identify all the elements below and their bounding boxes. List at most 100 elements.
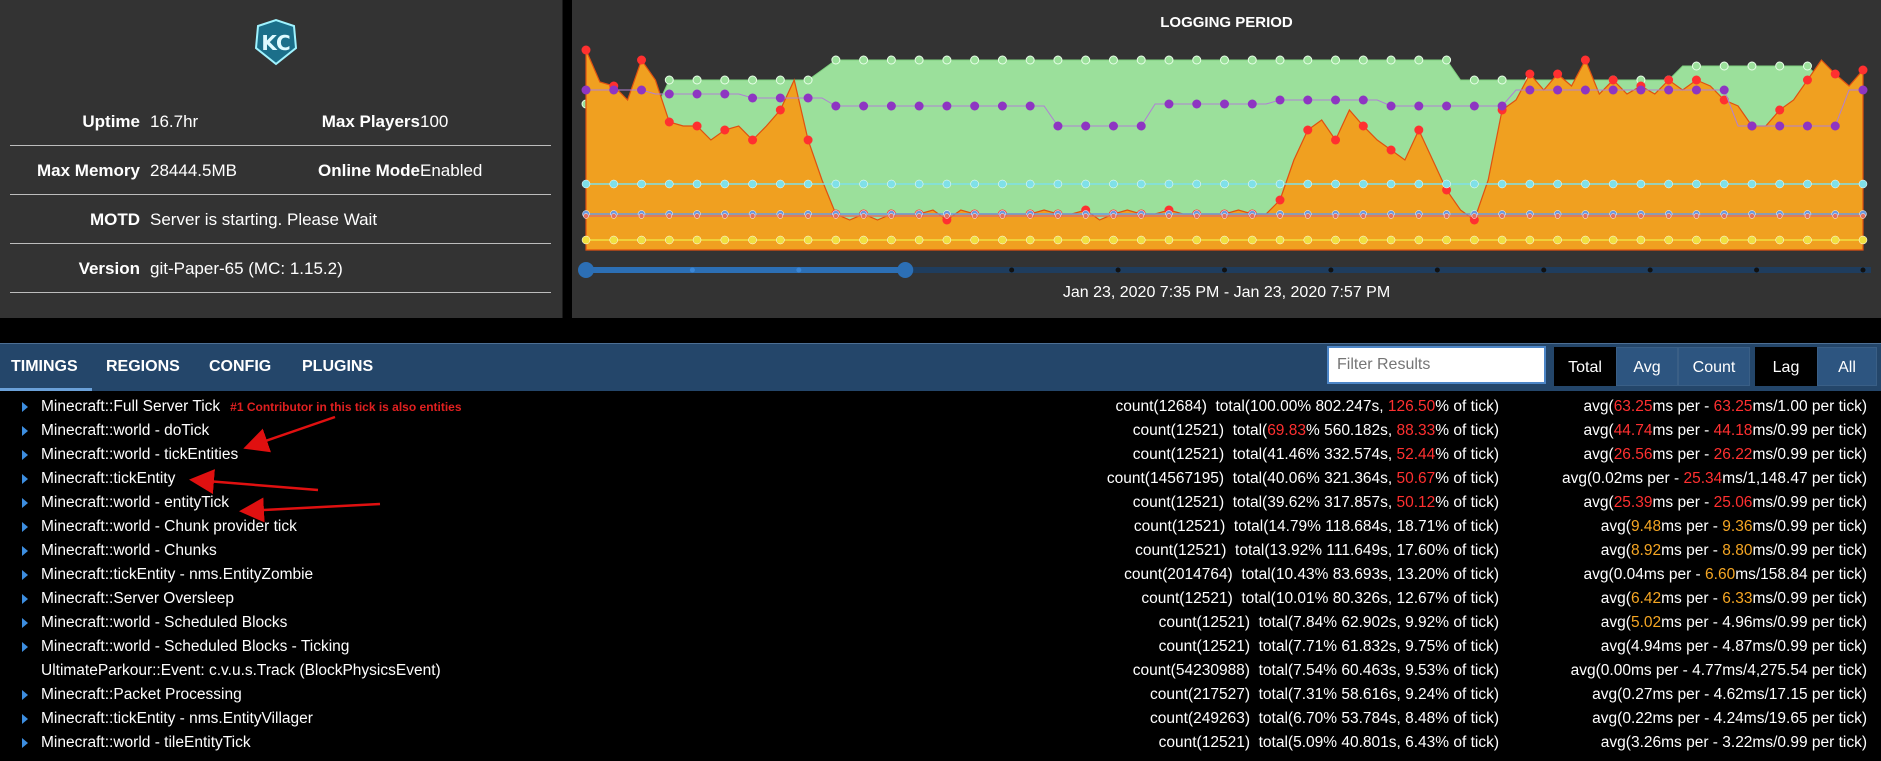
timing-name[interactable]: Minecraft::world - Chunks	[41, 542, 217, 560]
yellow-line-point	[1692, 235, 1701, 245]
range-slider-end-handle[interactable]	[897, 262, 914, 278]
expand-arrow-icon[interactable]	[22, 642, 28, 652]
table-row[interactable]: Minecraft::tickEntity - nms.EntityZombie…	[0, 563, 1881, 587]
expand-arrow-icon[interactable]	[22, 426, 28, 436]
timing-name[interactable]: UltimateParkour::Event: c.v.u.s.Track (B…	[41, 662, 441, 680]
slider-tick	[1860, 267, 1866, 273]
timing-name[interactable]: Minecraft::world - Chunk provider tick	[41, 518, 297, 536]
green-point	[1469, 75, 1479, 85]
tab-timings[interactable]: TIMINGS	[11, 358, 78, 375]
cyan-line-point	[1470, 179, 1479, 189]
timing-name[interactable]: Minecraft::world - entityTick	[41, 494, 229, 512]
purple-point	[1358, 95, 1368, 105]
red-line-point	[1860, 213, 1866, 219]
sort-avg-button[interactable]: Avg	[1616, 347, 1678, 386]
expand-arrow-icon[interactable]	[22, 498, 28, 508]
green-point	[748, 75, 758, 85]
cyan-line-point	[1525, 179, 1535, 189]
expand-arrow-icon[interactable]	[22, 546, 28, 556]
table-row[interactable]: Minecraft::Packet Processing count(217527…	[0, 683, 1881, 707]
red-line-point	[999, 213, 1006, 219]
view-lag-button[interactable]: Lag	[1755, 347, 1817, 386]
timing-name[interactable]: Minecraft::tickEntity	[41, 470, 175, 488]
table-row[interactable]: Minecraft::world - Scheduled Blocks count…	[0, 611, 1881, 635]
avg-cell: avg(4.94ms per - 4.87ms/0.99 per tick)	[1601, 638, 1867, 656]
count-total-cell: count(12521) total(7.84% 62.902s, 9.92% …	[1159, 614, 1499, 632]
purple-point	[664, 89, 674, 99]
cyan-line-point	[692, 179, 702, 189]
table-row[interactable]: Minecraft::world - doTick count(12521) to…	[0, 419, 1881, 443]
sort-count-button[interactable]: Count	[1678, 347, 1750, 386]
count-value: count(12521)	[1158, 734, 1250, 751]
purple-point	[831, 101, 841, 111]
table-row[interactable]: Minecraft::world - Chunk provider tick co…	[0, 515, 1881, 539]
expand-arrow-icon[interactable]	[22, 618, 28, 628]
logging-chart[interactable]	[572, 0, 1881, 318]
yellow-line-point	[1719, 235, 1729, 245]
table-row[interactable]: Minecraft::Server Oversleep count(12521) …	[0, 587, 1881, 611]
timing-name[interactable]: Minecraft::Full Server Tick #1 Contributo…	[41, 398, 462, 416]
range-slider-start-handle[interactable]	[578, 262, 594, 278]
expand-arrow-icon[interactable]	[22, 570, 28, 580]
expand-arrow-icon[interactable]	[22, 402, 28, 412]
view-all-button[interactable]: All	[1817, 347, 1877, 386]
expand-arrow-icon[interactable]	[22, 522, 28, 532]
timing-name-text: Minecraft::world - Scheduled Blocks	[41, 614, 288, 631]
timing-name[interactable]: Minecraft::world - Scheduled Blocks	[41, 614, 287, 632]
green-point	[970, 55, 980, 65]
table-row[interactable]: Minecraft::Full Server Tick #1 Contributo…	[0, 395, 1881, 419]
red-line-point	[1332, 213, 1339, 219]
timing-name[interactable]: Minecraft::Packet Processing	[41, 686, 242, 704]
info-row-uptime: Uptime 16.7hr Max Players 100	[10, 97, 551, 146]
purple-point	[997, 101, 1007, 111]
cyan-line-point	[1747, 179, 1757, 189]
expand-arrow-icon[interactable]	[22, 714, 28, 724]
table-row[interactable]: Minecraft::tickEntity count(14567195) tot…	[0, 467, 1881, 491]
red-line-point	[1305, 213, 1311, 219]
table-row[interactable]: Minecraft::world - tickEntities count(125…	[0, 443, 1881, 467]
sort-total-button[interactable]: Total	[1554, 347, 1616, 386]
timing-name[interactable]: Minecraft::world - doTick	[41, 422, 209, 440]
purple-point	[1081, 121, 1091, 131]
tab-plugins[interactable]: PLUGINS	[302, 358, 374, 375]
timing-name[interactable]: Minecraft::world - tickEntities	[41, 446, 238, 464]
highlight-value: 9.48	[1630, 518, 1662, 535]
tab-config[interactable]: CONFIG	[209, 358, 272, 375]
table-row[interactable]: Minecraft::world - entityTick count(12521…	[0, 491, 1881, 515]
expand-arrow-icon[interactable]	[22, 690, 28, 700]
purple-point	[1858, 85, 1868, 95]
table-row[interactable]: UltimateParkour::Event: c.v.u.s.Track (B…	[0, 659, 1881, 683]
red-line-point	[971, 213, 978, 219]
timing-name[interactable]: Minecraft::world - tileEntityTick	[41, 734, 251, 752]
red-line-point	[1082, 213, 1089, 219]
yellow-line-point	[1442, 235, 1451, 245]
timing-name-text: UltimateParkour::Event: c.v.u.s.Track (B…	[41, 662, 441, 679]
text-part: avg(4.94ms per - 4.87ms/0.99 per tick)	[1600, 638, 1867, 655]
table-row[interactable]: Minecraft::world - Scheduled Blocks - Ti…	[0, 635, 1881, 659]
yellow-line-point	[803, 235, 813, 245]
table-row[interactable]: Minecraft::tickEntity - nms.EntityVillag…	[0, 707, 1881, 731]
table-row[interactable]: Minecraft::world - Chunks count(12521) to…	[0, 539, 1881, 563]
text-part: total(7.54% 60.463s, 9.53% of tick)	[1258, 662, 1499, 679]
purple-point	[1719, 85, 1729, 95]
expand-arrow-icon[interactable]	[22, 474, 28, 484]
text-part: total(40.06% 321.364s,	[1232, 470, 1397, 487]
orange-point	[664, 117, 674, 127]
timing-name[interactable]: Minecraft::Server Oversleep	[41, 590, 234, 608]
purple-point	[942, 101, 952, 111]
tab-regions[interactable]: REGIONS	[106, 358, 180, 375]
green-point	[942, 55, 952, 65]
table-row[interactable]: Minecraft::world - tileEntityTick count(1…	[0, 731, 1881, 755]
filter-results-input[interactable]	[1327, 346, 1546, 384]
timing-name[interactable]: Minecraft::tickEntity - nms.EntityVillag…	[41, 710, 313, 728]
timing-name[interactable]: Minecraft::world - Scheduled Blocks - Ti…	[41, 638, 349, 656]
timing-name[interactable]: Minecraft::tickEntity - nms.EntityZombie	[41, 566, 313, 584]
expand-arrow-icon[interactable]	[22, 450, 28, 460]
purple-point	[1442, 101, 1452, 111]
expand-arrow-icon[interactable]	[22, 594, 28, 604]
text-part: total(7.71% 61.832s, 9.75% of tick)	[1258, 638, 1499, 655]
orange-point	[1553, 69, 1563, 79]
orange-point	[1719, 95, 1729, 105]
yellow-line-point	[1220, 235, 1229, 245]
expand-arrow-icon[interactable]	[22, 738, 28, 748]
